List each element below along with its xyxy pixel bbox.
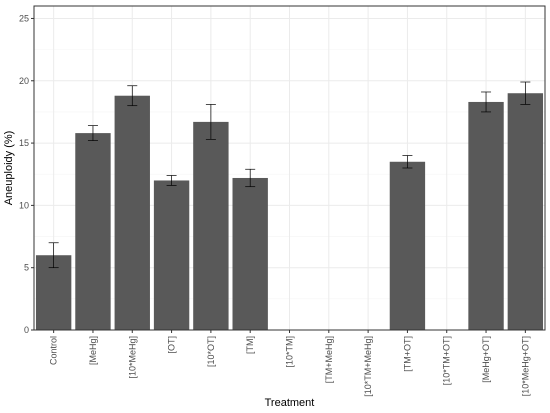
error-bar bbox=[481, 91, 492, 113]
x-tick-label: Control bbox=[49, 336, 59, 365]
y-tick-label: 20 bbox=[19, 76, 29, 86]
x-tick-label: [10*TM+MeHg] bbox=[363, 336, 373, 397]
error-bar bbox=[205, 104, 216, 140]
bar bbox=[468, 101, 504, 330]
error-bar bbox=[48, 242, 59, 269]
x-tick-label: [TM+OT] bbox=[402, 336, 412, 372]
bar bbox=[193, 121, 229, 331]
x-tick-label: [OT] bbox=[167, 336, 177, 354]
error-bar bbox=[127, 85, 138, 107]
bar bbox=[389, 161, 426, 330]
x-tick-label: [TM+MeHg] bbox=[324, 336, 334, 383]
x-tick-label: [10*TM+OT] bbox=[442, 336, 452, 385]
x-tick-label: [10*MeHg+OT] bbox=[520, 336, 530, 396]
x-axis-title: Treatment bbox=[265, 397, 315, 409]
bar bbox=[75, 133, 111, 330]
bar bbox=[114, 95, 150, 330]
error-bar bbox=[402, 155, 413, 169]
bar bbox=[507, 93, 544, 330]
error-bar bbox=[87, 125, 98, 141]
y-tick-label: 0 bbox=[24, 325, 29, 335]
error-bar bbox=[520, 81, 531, 105]
bar bbox=[232, 177, 268, 330]
y-axis-title: Aneuploidy (%) bbox=[3, 131, 15, 206]
bars bbox=[35, 93, 544, 331]
x-tick-label: [10*TM] bbox=[285, 336, 295, 368]
y-tick-label: 5 bbox=[24, 263, 29, 273]
x-tick-label: [MeHg] bbox=[88, 336, 98, 365]
x-tick-label: [10*MeHg] bbox=[127, 336, 137, 379]
error-bar bbox=[245, 168, 256, 188]
x-axis: Control [MeHg] [10*MeHg] [OT] [10*OT] [TM] [10… bbox=[49, 330, 530, 397]
x-tick-label: [TM] bbox=[245, 336, 255, 354]
x-tick-label: [10*OT] bbox=[206, 336, 216, 367]
bar bbox=[153, 180, 190, 330]
y-axis: 0 5 10 15 20 25 bbox=[19, 13, 34, 335]
y-tick-label: 10 bbox=[19, 200, 29, 210]
x-tick-label: [MeHg+OT] bbox=[481, 336, 491, 383]
y-tick-label: 25 bbox=[19, 13, 29, 23]
error-bar bbox=[166, 175, 177, 186]
y-tick-label: 15 bbox=[19, 138, 29, 148]
